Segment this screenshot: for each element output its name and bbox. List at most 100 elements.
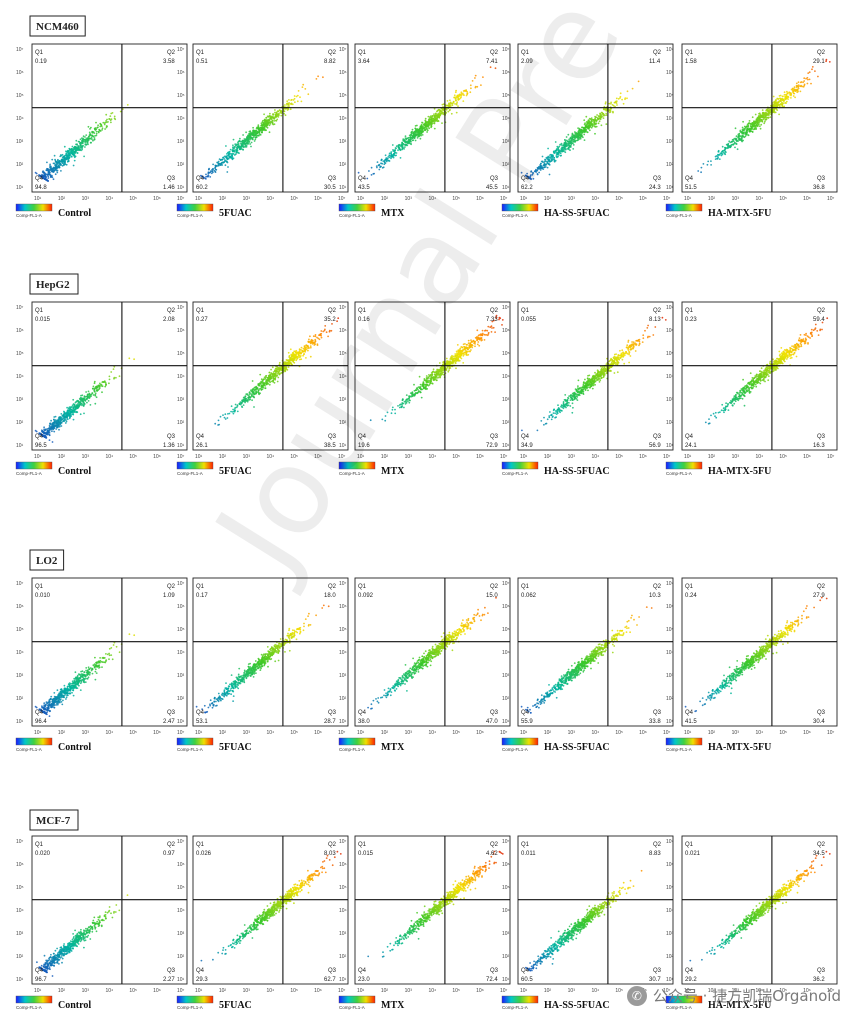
x-tick-label: 10¹ xyxy=(34,454,42,460)
scatter-point xyxy=(750,126,753,129)
scatter-point xyxy=(212,168,214,171)
scatter-point xyxy=(551,156,554,159)
scatter-point xyxy=(56,171,59,174)
scatter-point xyxy=(274,114,277,117)
scatter-point xyxy=(77,406,79,409)
scatter-point xyxy=(65,150,67,153)
scatter-point xyxy=(287,360,290,363)
scatter-point xyxy=(546,160,549,163)
scatter-point xyxy=(226,171,229,173)
scatter-point xyxy=(102,121,105,124)
scatter-point xyxy=(531,173,534,176)
scatter-point xyxy=(309,345,312,347)
scatter-point xyxy=(305,357,307,359)
scatter-point xyxy=(254,138,257,141)
scatter-point xyxy=(547,159,550,161)
scatter-point xyxy=(62,158,64,161)
y-tick-label: 10² xyxy=(16,162,24,168)
q1-value: 1.58 xyxy=(685,59,697,65)
scatter-point xyxy=(75,400,78,403)
y-tick-label: 10⁶ xyxy=(177,328,185,334)
scatter-point xyxy=(71,147,73,150)
scatter-point xyxy=(593,125,596,128)
scatter-point xyxy=(757,121,759,124)
scatter-point xyxy=(247,396,250,399)
scatter-point xyxy=(585,115,588,118)
scatter-point xyxy=(561,147,564,150)
q4-value: 51.5 xyxy=(685,185,697,191)
scatter-point xyxy=(546,162,548,165)
q3-value: 1.36 xyxy=(163,443,175,449)
scatter-point xyxy=(44,432,47,435)
treatment-label: MTX xyxy=(381,208,405,219)
x-tick-label: 10² xyxy=(58,196,66,202)
scatter-point xyxy=(803,83,806,86)
q2-label: Q2 xyxy=(490,50,499,56)
scatter-point xyxy=(745,131,748,134)
scatter-point xyxy=(422,123,425,126)
cell-line-label: HepG2 xyxy=(36,279,70,291)
treatment-label: Control xyxy=(58,466,91,477)
scatter-point xyxy=(781,101,783,104)
scatter-point xyxy=(550,160,553,162)
scatter-point xyxy=(284,114,287,117)
scatter-point xyxy=(278,361,281,364)
scatter-point xyxy=(99,382,101,385)
scatter-point xyxy=(276,380,279,383)
scatter-point xyxy=(49,163,51,166)
scatter-point xyxy=(255,136,258,138)
scatter-point xyxy=(59,163,62,166)
scatter-point xyxy=(61,162,64,165)
scatter-point xyxy=(241,405,243,408)
scatter-point xyxy=(721,150,724,153)
scatter-point xyxy=(470,339,472,341)
scatter-point xyxy=(553,159,556,161)
scatter-point xyxy=(284,104,286,106)
q1-value: 0.19 xyxy=(35,59,47,65)
scatter-point xyxy=(594,122,596,125)
q3-label: Q3 xyxy=(490,176,499,182)
scatter-point xyxy=(520,171,523,174)
scatter-point xyxy=(84,136,86,138)
y-tick-label: 10¹ xyxy=(339,443,347,449)
treatment-label: 5FUAC xyxy=(219,466,252,477)
scatter-point xyxy=(559,154,562,157)
scatter-point xyxy=(230,405,233,408)
scatter-point xyxy=(451,354,453,357)
q4-label: Q4 xyxy=(685,176,694,182)
scatter-point xyxy=(74,407,77,409)
scatter-point xyxy=(697,170,700,172)
scatter-point xyxy=(71,145,74,148)
scatter-point xyxy=(244,138,247,141)
scatter-point xyxy=(460,91,463,94)
scatter-point xyxy=(244,398,247,400)
scatter-point xyxy=(51,441,54,443)
scatter-point xyxy=(416,131,419,134)
scatter-point xyxy=(743,133,745,135)
scatter-point xyxy=(582,129,585,132)
scatter-point xyxy=(314,335,317,338)
scatter-point xyxy=(546,156,549,159)
scatter-point xyxy=(302,347,305,350)
scatter-point xyxy=(433,119,436,122)
scatter-point xyxy=(553,157,555,159)
scatter-point xyxy=(764,113,766,116)
colorbar-label: Comp-FL1-A xyxy=(16,471,42,476)
scatter-point xyxy=(312,335,315,338)
scatter-point xyxy=(72,406,74,408)
scatter-point xyxy=(459,93,461,96)
scatter-point xyxy=(381,162,384,165)
scatter-point xyxy=(769,116,772,118)
scatter-point xyxy=(63,145,66,148)
scatter-point xyxy=(285,363,288,366)
scatter-point xyxy=(73,159,76,162)
scatter-point xyxy=(42,170,44,173)
scatter-point xyxy=(50,175,52,178)
y-tick-label: 10⁷ xyxy=(339,47,347,53)
scatter-point xyxy=(236,143,239,146)
scatter-point xyxy=(286,100,289,103)
scatter-point xyxy=(72,164,75,167)
scatter-point xyxy=(322,330,325,333)
